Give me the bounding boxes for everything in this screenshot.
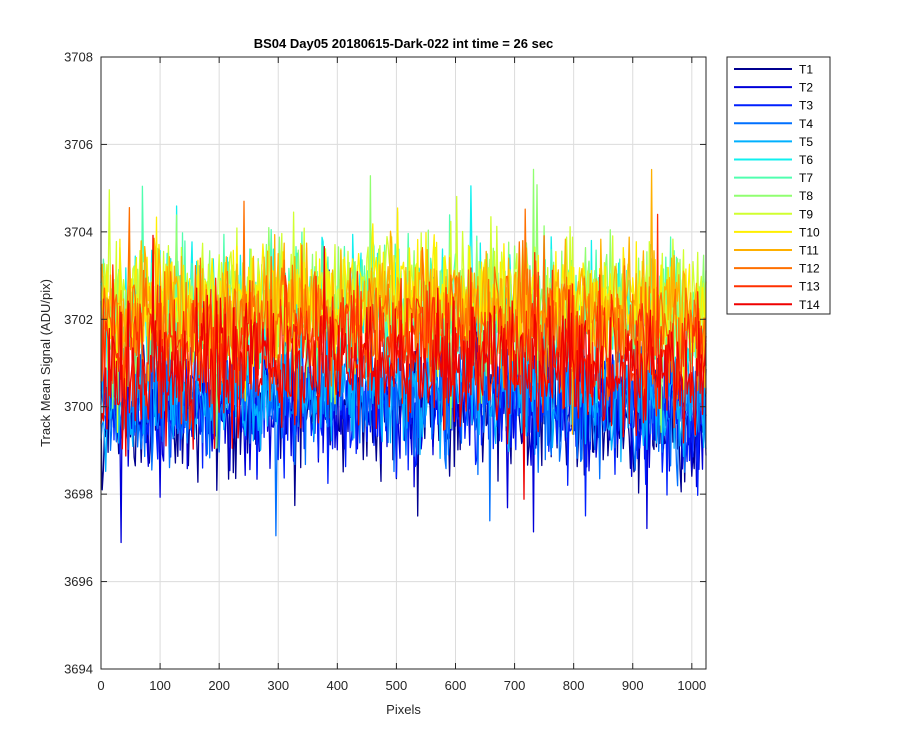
x-tick-label: 500 xyxy=(386,678,408,693)
legend-label: T8 xyxy=(799,189,813,203)
x-tick-label: 700 xyxy=(504,678,526,693)
legend-label: T1 xyxy=(799,63,813,77)
legend-label: T9 xyxy=(799,207,813,221)
x-tick-label: 100 xyxy=(149,678,171,693)
x-tick-label: 800 xyxy=(563,678,585,693)
y-tick-label: 3708 xyxy=(64,50,93,65)
y-tick-label: 3698 xyxy=(64,487,93,502)
legend-items: T1 T2 T3 T4 T5 T6 T7 T8 T9 T10 T11 T12 T13 T14 xyxy=(734,63,820,312)
y-tick-label: 3702 xyxy=(64,312,93,327)
series-group xyxy=(100,168,707,544)
legend-label: T7 xyxy=(799,171,813,185)
y-tick-label: 3706 xyxy=(64,137,93,152)
legend: T1 T2 T3 T4 T5 T6 T7 T8 T9 T10 T11 T12 T13 T14 xyxy=(726,56,831,315)
y-tick-label: 3694 xyxy=(64,662,93,677)
legend-label: T11 xyxy=(799,244,819,258)
legend-label: T14 xyxy=(799,298,820,312)
legend-label: T10 xyxy=(799,225,820,239)
y-tick-label: 3704 xyxy=(64,224,93,239)
x-tick-label: 0 xyxy=(97,678,104,693)
y-tick-label: 3700 xyxy=(64,399,93,414)
x-axis-label: Pixels xyxy=(386,702,421,717)
legend-label: T13 xyxy=(799,280,820,294)
legend-label: T2 xyxy=(799,81,813,95)
series-line-t5 xyxy=(100,276,707,472)
x-tick-label: 600 xyxy=(445,678,467,693)
y-ticks: 3694 3696 3698 3700 3702 3704 3706 3708 xyxy=(64,50,706,677)
series-line-t13 xyxy=(100,213,707,430)
x-tick-label: 300 xyxy=(267,678,289,693)
legend-label: T6 xyxy=(799,153,813,167)
x-tick-label: 200 xyxy=(208,678,230,693)
axes-box xyxy=(100,56,707,670)
x-tick-label: 400 xyxy=(326,678,348,693)
legend-box xyxy=(726,56,831,315)
x-tick-label: 900 xyxy=(622,678,644,693)
series-line-t14 xyxy=(100,234,707,500)
legend-label: T5 xyxy=(799,135,813,149)
legend-label: T4 xyxy=(799,117,813,131)
x-ticks: 0 100 200 300 400 500 600 700 800 900 1000 xyxy=(97,57,706,693)
y-tick-label: 3696 xyxy=(64,574,93,589)
y-axis-label: Track Mean Signal (ADU/pix) xyxy=(38,279,53,447)
legend-label: T3 xyxy=(799,99,813,113)
legend-label: T12 xyxy=(799,262,820,276)
chart-title: BS04 Day05 20180615-Dark-022 int time = … xyxy=(254,36,554,51)
x-tick-label: 1000 xyxy=(677,678,706,693)
